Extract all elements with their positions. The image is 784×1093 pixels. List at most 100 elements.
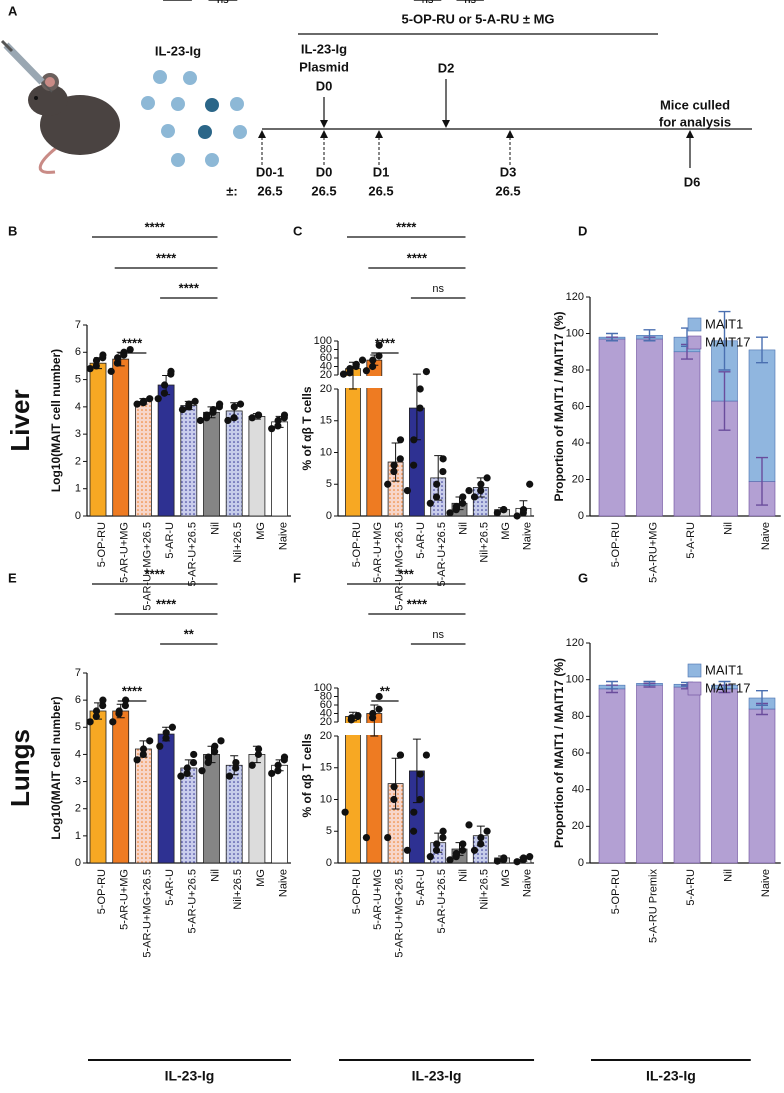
data-point xyxy=(113,359,121,367)
x-tick-label: Naive xyxy=(521,522,533,550)
bar-segment xyxy=(711,688,738,864)
data-point xyxy=(225,772,234,780)
data-point xyxy=(426,853,434,861)
y-tick-label: 100 xyxy=(566,327,584,339)
panel-label: F xyxy=(293,570,301,585)
data-point xyxy=(369,362,377,371)
error-bar xyxy=(643,680,656,686)
data-point xyxy=(274,416,282,425)
bar xyxy=(248,754,266,864)
error-bar xyxy=(606,680,618,690)
x-tick-label: 5-A-RU xyxy=(685,869,697,906)
y-axis-title: % of αβ T cells xyxy=(300,733,314,817)
significance-label: ns xyxy=(432,629,444,641)
data-point xyxy=(513,858,521,866)
significance-label: **** xyxy=(122,335,143,350)
significance-label: **** xyxy=(145,219,166,234)
y-tick-label: 20 xyxy=(572,473,584,485)
x-tick-label: Nil xyxy=(722,869,734,882)
data-point xyxy=(133,400,141,408)
legend-swatch xyxy=(687,335,702,350)
data-point xyxy=(92,362,100,370)
y-tick-label: 20 xyxy=(320,730,332,742)
data-point xyxy=(162,729,170,737)
data-point xyxy=(154,395,162,403)
data-point xyxy=(416,404,424,412)
panel-label: D xyxy=(578,223,587,238)
panel-label: C xyxy=(293,223,303,238)
data-point xyxy=(362,834,370,842)
bar-segment xyxy=(598,338,626,517)
error-bar xyxy=(718,371,731,431)
data-point xyxy=(416,795,424,804)
bar-segment xyxy=(636,684,663,864)
data-point xyxy=(92,356,101,365)
panel-label: B xyxy=(8,223,17,238)
data-point xyxy=(513,512,521,520)
data-point xyxy=(352,360,360,368)
data-point xyxy=(160,389,168,397)
y-tick-label: 2 xyxy=(75,803,81,815)
x-tick-label: 5-AR-U xyxy=(164,869,176,906)
significance-label: **** xyxy=(156,250,177,265)
endpoint-label: Mice culled xyxy=(660,97,730,112)
group-label: IL-23-Ig xyxy=(412,1068,462,1084)
data-point xyxy=(452,502,460,511)
x-tick-label: Nil+26.5 xyxy=(479,522,491,563)
x-tick-label: Nil+26.5 xyxy=(232,869,244,910)
data-point xyxy=(519,506,528,514)
x-tick-label: 5-OP-RU xyxy=(610,522,622,567)
y-axis-title: Log10(MAIT cell number) xyxy=(49,696,63,839)
significance-label: ns xyxy=(464,0,476,6)
data-point xyxy=(248,414,256,422)
data-point xyxy=(403,846,411,854)
y-tick-label: 100 xyxy=(566,674,584,686)
data-point xyxy=(470,846,479,854)
data-point xyxy=(347,714,356,722)
data-point xyxy=(196,416,204,425)
data-point xyxy=(477,840,485,848)
data-point xyxy=(120,348,128,356)
dose-day: D0-1 xyxy=(256,164,284,179)
data-point xyxy=(114,354,122,362)
x-tick-label: 5-AR-U+26.5 xyxy=(187,869,199,934)
data-point xyxy=(156,742,164,750)
y-tick-label: 7 xyxy=(75,319,81,331)
data-point xyxy=(224,416,232,425)
legend-swatch xyxy=(687,317,702,332)
y-tick-label: 40 xyxy=(320,360,332,372)
data-point xyxy=(362,367,370,375)
bar xyxy=(203,411,220,517)
x-tick-label: 5-AR-U+MG xyxy=(119,522,131,583)
data-point xyxy=(375,705,383,713)
legend-swatch xyxy=(687,663,702,678)
data-point xyxy=(86,365,94,373)
bar xyxy=(89,362,107,517)
data-point xyxy=(203,411,211,419)
x-tick-label: MG xyxy=(500,869,512,887)
bar xyxy=(203,754,220,864)
data-point xyxy=(375,692,383,701)
data-point xyxy=(446,509,454,517)
y-tick-label: 100 xyxy=(314,682,332,694)
group-label: IL-23-Ig xyxy=(646,1068,696,1084)
data-point xyxy=(358,356,367,364)
significance-label: **** xyxy=(156,596,177,611)
x-tick-label: 5-A-RU+MG xyxy=(647,522,659,583)
x-tick-label: 5-AR-U+MG+26.5 xyxy=(141,869,153,958)
y-tick-label: 40 xyxy=(572,437,584,449)
y-axis-title: Log10(MAIT cell number) xyxy=(49,349,63,492)
significance-label: ** xyxy=(172,0,183,6)
data-point xyxy=(209,405,217,414)
x-tick-label: 5-AR-U+26.5 xyxy=(436,522,448,587)
y-tick-label: 6 xyxy=(75,346,81,358)
data-point xyxy=(396,436,405,444)
data-point xyxy=(99,351,107,359)
data-point xyxy=(459,499,467,507)
dose-amount: 26.5 xyxy=(368,183,393,198)
bar xyxy=(345,716,361,864)
y-tick-label: 120 xyxy=(566,291,584,303)
error-bar xyxy=(756,689,768,707)
data-point xyxy=(274,422,282,430)
dose-amount: 26.5 xyxy=(311,183,336,198)
